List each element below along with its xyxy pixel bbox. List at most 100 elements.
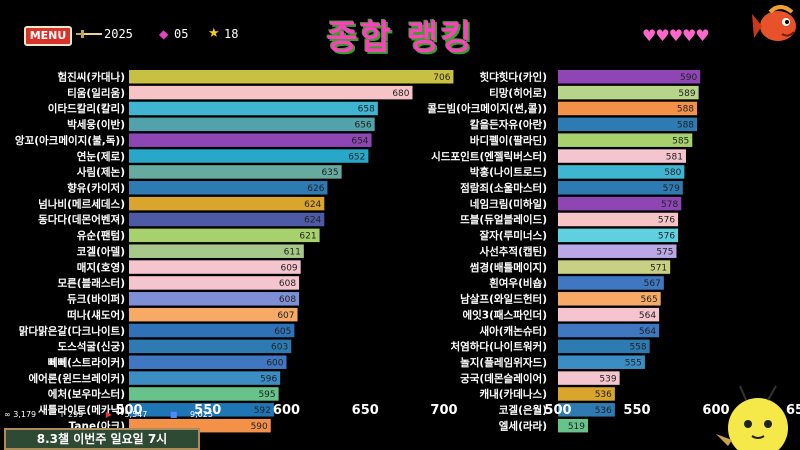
value-label: 571 — [650, 263, 667, 273]
bar-1-2 — [558, 101, 698, 116]
category-label: 티움(일리움) — [67, 86, 125, 99]
value-label: 564 — [639, 311, 656, 321]
bar-1-13 — [558, 276, 664, 290]
value-label: 592 — [254, 406, 271, 416]
value-label: 555 — [625, 358, 642, 368]
youtube-stat: ▶ 5,547 — [106, 410, 158, 419]
category-label: 엘세(라라) — [499, 419, 547, 432]
value-label: 624 — [304, 200, 321, 210]
bar-1-4 — [558, 133, 693, 147]
category-label: 처염하다(나이트워커) — [450, 340, 547, 353]
category-label: 도스석굴(신궁) — [57, 340, 125, 353]
chat-count: 9,025 — [190, 410, 213, 419]
bar-1-17 — [558, 339, 650, 354]
category-label: 바디펠이(팔라딘) — [470, 134, 547, 147]
category-label: 힛댜힛다(카인) — [479, 71, 547, 84]
value-label: 576 — [658, 216, 675, 226]
value-label: 600 — [266, 358, 283, 368]
axis-tick-label: 500 — [544, 403, 571, 418]
value-label: 585 — [672, 136, 689, 146]
bar-0-3 — [129, 117, 375, 132]
bar-1-15 — [558, 307, 660, 322]
bar-0-11 — [129, 244, 304, 258]
value-label: 519 — [568, 422, 585, 432]
value-label: 656 — [355, 121, 372, 131]
bar-0-9 — [129, 212, 325, 227]
bar-1-22 — [558, 418, 589, 433]
category-label: 흰여우(비숍) — [489, 277, 547, 290]
category-label: 박세웅(이반) — [67, 118, 125, 131]
sword-icon — [76, 30, 102, 38]
category-label: 점람죄(소울마스터) — [460, 182, 547, 195]
schedule-banner: 8.3챌 이번주 일요일 7시 — [4, 428, 200, 450]
value-label: 589 — [678, 89, 695, 99]
category-label: 칼을든자유(아란) — [470, 118, 547, 131]
value-label: 680 — [392, 89, 409, 99]
category-label: 향유(카이저) — [67, 182, 125, 195]
category-label: 뻬뻬(스트라이커) — [48, 356, 125, 369]
bar-1-12 — [558, 260, 671, 274]
bar-0-12 — [129, 260, 301, 274]
axis-tick-label: 700 — [430, 403, 457, 418]
mascot-icon — [716, 385, 788, 450]
value-label: 590 — [251, 422, 268, 432]
bar-0-19 — [129, 371, 281, 385]
category-label: 떠나(섀도어) — [67, 308, 125, 321]
bar-0-0 — [129, 70, 454, 84]
youtube-count: 5,547 — [124, 410, 148, 419]
category-label: 네임크림(미하일) — [470, 197, 547, 210]
category-label: 듀크(바이퍼) — [67, 293, 125, 306]
bar-1-21 — [558, 403, 615, 417]
category-label: 사선추적(캡틴) — [479, 245, 547, 258]
category-label: 이타드칼리(칼리) — [48, 102, 125, 115]
category-label: 에처(보우마스터) — [48, 388, 125, 401]
axis-tick-label: 550 — [623, 403, 650, 418]
category-label: 넘나비(메르세데스) — [38, 197, 125, 210]
bar-0-17 — [129, 339, 292, 354]
value-label: 579 — [663, 184, 680, 194]
bar-1-5 — [558, 149, 686, 163]
bar-1-19 — [558, 371, 620, 385]
bar-0-20 — [129, 387, 279, 401]
category-label: 모른(블래스터) — [57, 277, 125, 290]
rise-count: 299 — [67, 410, 84, 419]
top-bar: MENU 2025 ◆ 05 ★ 18 종합 랭킹 ♥♥♥♥♥ — [0, 0, 800, 60]
value-label: 596 — [260, 374, 277, 384]
category-label: 에잇3(패스파인더) — [462, 308, 547, 321]
category-label: 사림(제논) — [77, 166, 125, 179]
category-label: 뜨블(듀얼블레이드) — [460, 213, 547, 226]
value-label: 588 — [677, 121, 694, 131]
bar-0-21 — [129, 403, 274, 417]
views-count: 3,179 — [13, 410, 37, 419]
value-label: 578 — [661, 200, 678, 210]
category-label: 코겔(은월) — [499, 404, 547, 417]
bar-0-5 — [129, 149, 369, 163]
bar-1-10 — [558, 228, 679, 243]
category-label: 앙꼬(아크메이지(불,독)) — [15, 134, 125, 147]
chat-stat: ■ 9,025 — [170, 410, 223, 419]
bar-0-7 — [129, 181, 328, 195]
value-label: 580 — [664, 168, 681, 178]
value-label: 706 — [433, 73, 450, 83]
value-label: 658 — [358, 105, 375, 115]
value-label: 635 — [321, 168, 338, 178]
axis-tick-label: 65 — [786, 403, 800, 418]
star-count: 18 — [224, 27, 239, 41]
category-label: 유순(팬텀) — [77, 229, 125, 242]
gem-count: 05 — [174, 27, 189, 41]
category-label: 콜드빔(아크메이지(썬,콜)) — [427, 102, 547, 115]
fish-icon — [752, 5, 796, 41]
value-label: 605 — [274, 327, 291, 337]
value-label: 558 — [629, 343, 646, 353]
menu-button[interactable]: MENU — [24, 26, 72, 46]
bar-1-20 — [558, 387, 615, 401]
bar-0-10 — [129, 228, 320, 243]
bar-1-3 — [558, 117, 698, 132]
category-label: 에어론(윈드브레이커) — [28, 372, 125, 385]
axis-tick-label: 600 — [273, 403, 300, 418]
bar-0-8 — [129, 196, 325, 211]
value-label: 654 — [351, 136, 368, 146]
value-label: 607 — [277, 311, 294, 321]
value-label: 608 — [279, 295, 296, 305]
bar-0-4 — [129, 133, 372, 147]
